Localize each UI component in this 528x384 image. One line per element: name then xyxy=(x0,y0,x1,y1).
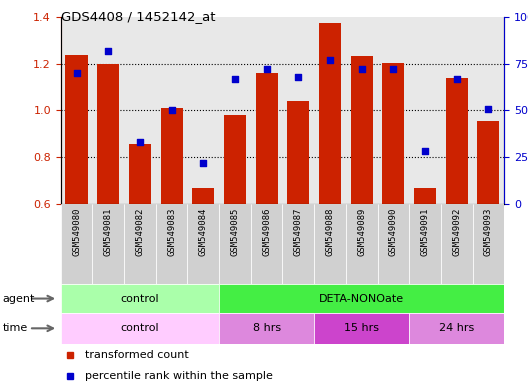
Text: GSM549089: GSM549089 xyxy=(357,208,366,256)
Text: GSM549080: GSM549080 xyxy=(72,208,81,256)
Text: control: control xyxy=(120,293,159,304)
Bar xyxy=(61,284,219,313)
Point xyxy=(167,108,176,114)
Bar xyxy=(129,144,151,204)
Point xyxy=(231,76,239,82)
Text: GSM549084: GSM549084 xyxy=(199,208,208,256)
Point xyxy=(72,70,81,76)
Text: GSM549085: GSM549085 xyxy=(230,208,240,256)
Point xyxy=(262,66,271,73)
Text: 8 hrs: 8 hrs xyxy=(252,323,281,333)
Bar xyxy=(314,313,409,344)
Text: 24 hrs: 24 hrs xyxy=(439,323,474,333)
Text: GSM549090: GSM549090 xyxy=(389,208,398,256)
Text: GSM549092: GSM549092 xyxy=(452,208,461,256)
FancyBboxPatch shape xyxy=(441,204,473,284)
Point xyxy=(104,48,112,54)
FancyBboxPatch shape xyxy=(219,204,251,284)
FancyBboxPatch shape xyxy=(61,204,92,284)
Bar xyxy=(61,313,219,344)
FancyBboxPatch shape xyxy=(314,204,346,284)
Point xyxy=(452,76,461,82)
Bar xyxy=(256,73,278,204)
Bar xyxy=(224,115,246,204)
Bar xyxy=(65,55,88,204)
FancyBboxPatch shape xyxy=(124,204,156,284)
Bar xyxy=(446,78,468,204)
Bar xyxy=(97,64,119,204)
Point xyxy=(326,57,334,63)
Point xyxy=(294,74,303,80)
Bar xyxy=(351,56,373,204)
Text: control: control xyxy=(120,323,159,333)
FancyBboxPatch shape xyxy=(282,204,314,284)
Bar xyxy=(192,189,214,204)
Point xyxy=(421,148,429,154)
FancyBboxPatch shape xyxy=(473,204,504,284)
Point xyxy=(389,66,398,73)
Text: GSM549086: GSM549086 xyxy=(262,208,271,256)
Text: transformed count: transformed count xyxy=(85,350,189,360)
Bar xyxy=(219,284,504,313)
Text: GDS4408 / 1452142_at: GDS4408 / 1452142_at xyxy=(61,10,215,23)
Point xyxy=(136,139,144,145)
FancyBboxPatch shape xyxy=(409,204,441,284)
Text: percentile rank within the sample: percentile rank within the sample xyxy=(85,371,273,381)
Text: GSM549082: GSM549082 xyxy=(135,208,145,256)
Point xyxy=(199,159,208,166)
Text: 15 hrs: 15 hrs xyxy=(344,323,379,333)
FancyBboxPatch shape xyxy=(251,204,282,284)
Text: GSM549088: GSM549088 xyxy=(325,208,335,256)
Bar xyxy=(382,63,404,204)
FancyBboxPatch shape xyxy=(378,204,409,284)
Text: GSM549083: GSM549083 xyxy=(167,208,176,256)
Bar xyxy=(161,108,183,204)
Text: GSM549093: GSM549093 xyxy=(484,208,493,256)
Text: agent: agent xyxy=(3,293,35,304)
Bar xyxy=(219,313,314,344)
Point xyxy=(484,106,493,112)
Bar xyxy=(319,23,341,204)
FancyBboxPatch shape xyxy=(92,204,124,284)
Text: GSM549087: GSM549087 xyxy=(294,208,303,256)
Bar xyxy=(409,313,504,344)
Text: GSM549091: GSM549091 xyxy=(420,208,430,256)
Text: GSM549081: GSM549081 xyxy=(103,208,113,256)
Bar xyxy=(477,121,499,204)
Text: time: time xyxy=(3,323,28,333)
Text: DETA-NONOate: DETA-NONOate xyxy=(319,293,404,304)
Bar xyxy=(414,189,436,204)
FancyBboxPatch shape xyxy=(156,204,187,284)
FancyBboxPatch shape xyxy=(187,204,219,284)
Bar xyxy=(287,101,309,204)
FancyBboxPatch shape xyxy=(346,204,378,284)
Point xyxy=(357,66,366,73)
